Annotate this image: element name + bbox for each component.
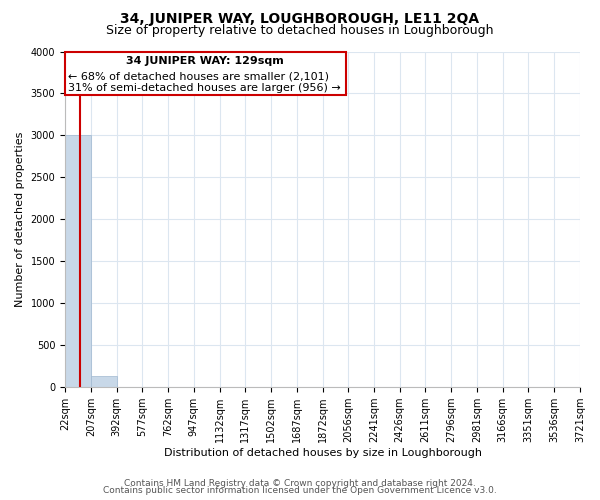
Text: 34 JUNIPER WAY: 129sqm: 34 JUNIPER WAY: 129sqm [127, 56, 284, 66]
Text: 34, JUNIPER WAY, LOUGHBOROUGH, LE11 2QA: 34, JUNIPER WAY, LOUGHBOROUGH, LE11 2QA [121, 12, 479, 26]
Text: Size of property relative to detached houses in Loughborough: Size of property relative to detached ho… [106, 24, 494, 37]
Y-axis label: Number of detached properties: Number of detached properties [15, 132, 25, 307]
Text: 31% of semi-detached houses are larger (956) →: 31% of semi-detached houses are larger (… [68, 82, 340, 92]
FancyBboxPatch shape [65, 52, 346, 95]
Text: Contains HM Land Registry data © Crown copyright and database right 2024.: Contains HM Land Registry data © Crown c… [124, 478, 476, 488]
Text: ← 68% of detached houses are smaller (2,101): ← 68% of detached houses are smaller (2,… [68, 72, 329, 82]
X-axis label: Distribution of detached houses by size in Loughborough: Distribution of detached houses by size … [164, 448, 482, 458]
Bar [65, 136, 91, 386]
Text: Contains public sector information licensed under the Open Government Licence v3: Contains public sector information licen… [103, 486, 497, 495]
Bar [91, 376, 116, 386]
